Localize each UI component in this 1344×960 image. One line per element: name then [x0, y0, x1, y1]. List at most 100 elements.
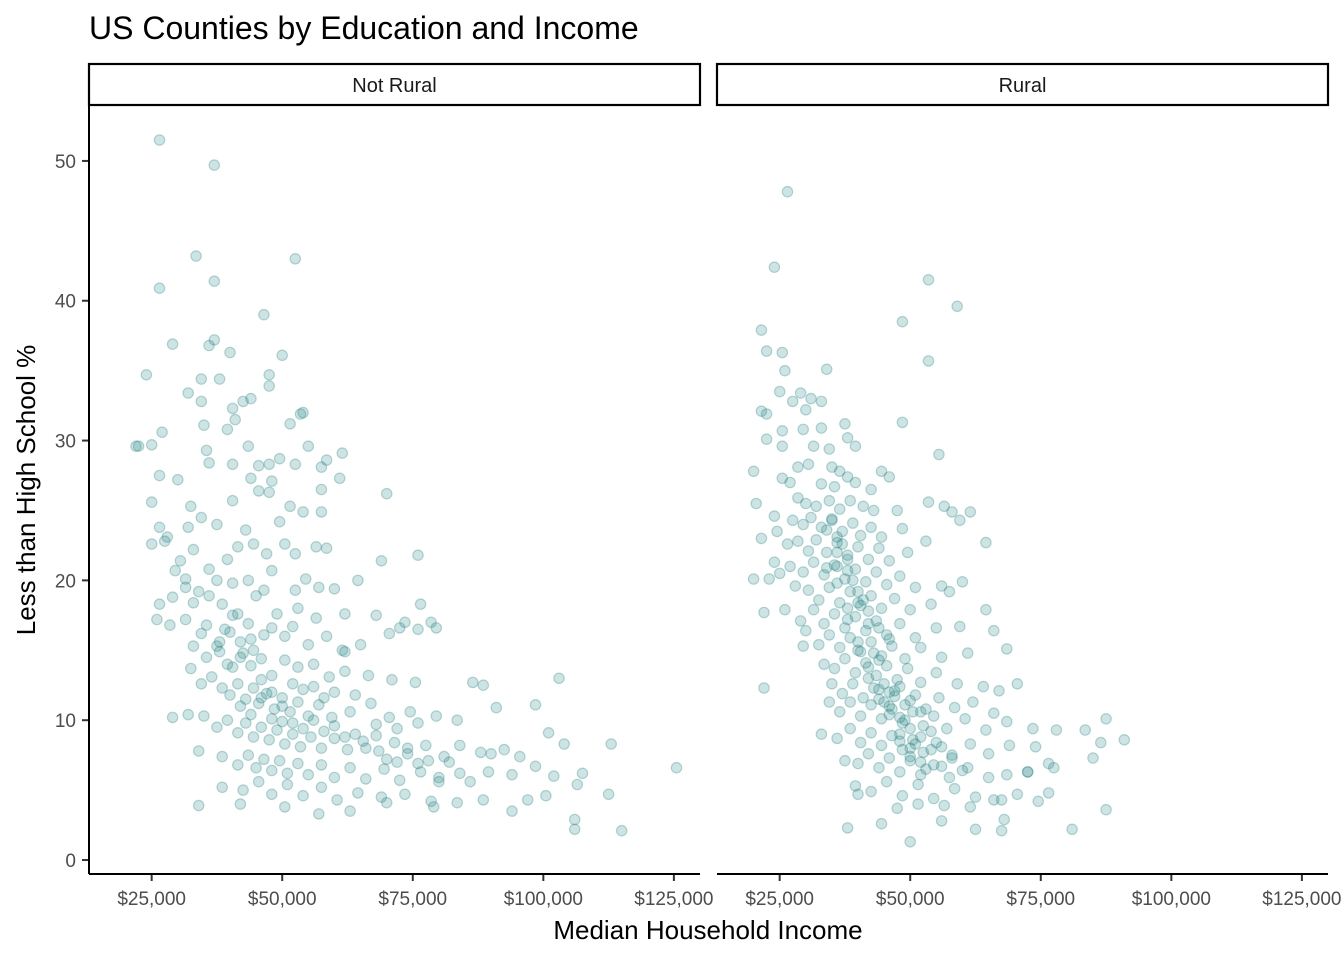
scatter-point	[325, 711, 338, 724]
scatter-point	[198, 710, 210, 722]
scatter-point	[792, 461, 804, 473]
scatter-point	[841, 549, 854, 561]
scatter-point	[278, 654, 291, 666]
scatter-point	[339, 645, 351, 658]
scatter-point	[854, 599, 867, 612]
scatter-point	[203, 589, 215, 602]
scatter-point	[307, 680, 320, 693]
scatter-point	[401, 747, 414, 760]
scatter-point	[250, 761, 262, 774]
scatter-point	[893, 570, 906, 582]
scatter-point	[312, 581, 325, 594]
scatter-point	[933, 448, 945, 461]
scatter-point	[433, 771, 445, 784]
scatter-point	[318, 725, 330, 738]
scatter-point	[412, 717, 424, 729]
scatter-point	[232, 540, 244, 553]
scatter-point	[1029, 740, 1042, 753]
scatter-point	[823, 494, 836, 507]
scatter-point	[211, 721, 223, 733]
scatter-point	[255, 721, 268, 733]
scatter-point	[278, 738, 291, 750]
scatter-point	[315, 483, 328, 496]
scatter-point	[867, 647, 880, 659]
scatter-point	[482, 766, 495, 778]
scatter-point	[880, 775, 893, 788]
scatter-point	[208, 275, 221, 287]
scatter-point	[529, 698, 542, 711]
scatter-point	[302, 710, 315, 722]
scatter-point	[956, 764, 969, 777]
scatter-point	[477, 679, 490, 691]
scatter-point	[242, 749, 255, 761]
scatter-point	[568, 813, 581, 826]
scatter-point	[758, 682, 770, 694]
scatter-point	[833, 465, 846, 478]
scatter-point	[854, 529, 867, 542]
scatter-point	[951, 677, 963, 690]
scatter-point	[1050, 724, 1063, 736]
scatter-point	[412, 549, 424, 561]
scatter-point	[841, 613, 854, 626]
scatter-point	[506, 805, 518, 817]
scatter-point	[292, 602, 304, 615]
scatter-point	[943, 771, 956, 784]
scatter-point	[252, 697, 265, 710]
scatter-point	[224, 626, 236, 638]
scatter-point	[242, 617, 255, 630]
scatter-point	[409, 676, 422, 689]
y-tick-label: 30	[55, 432, 76, 453]
scatter-point	[959, 712, 971, 725]
scatter-point	[153, 521, 166, 534]
scatter-point	[846, 517, 859, 529]
scatter-point	[904, 742, 916, 754]
scatter-point	[1011, 788, 1024, 801]
scatter-point	[823, 629, 836, 641]
scatter-point	[490, 701, 503, 714]
scatter-point	[909, 689, 922, 701]
scatter-point	[263, 458, 275, 471]
scatter-point	[297, 789, 309, 802]
scatter-point	[226, 609, 239, 622]
scatter-point	[865, 483, 877, 496]
scatter-point	[836, 525, 849, 538]
scatter-point	[781, 538, 794, 550]
scatter-point	[828, 559, 841, 571]
scatter-point	[166, 711, 179, 724]
scatter-point	[899, 698, 911, 711]
scatter-point	[839, 652, 851, 665]
scatter-point	[852, 636, 864, 648]
scatter-point	[755, 405, 768, 417]
scatter-point	[205, 671, 218, 683]
scatter-point	[823, 696, 836, 708]
scatter-point	[784, 560, 796, 573]
scatter-point	[854, 736, 867, 749]
scatter-point	[433, 775, 445, 788]
scatter-point	[930, 622, 943, 634]
scatter-point	[865, 521, 877, 534]
scatter-point	[166, 338, 179, 350]
scatter-point	[187, 640, 200, 652]
scatter-point	[886, 703, 898, 715]
y-ticks: 0 10 20 30 40 50	[55, 152, 89, 872]
scatter-point	[161, 531, 174, 543]
scatter-point	[909, 631, 922, 644]
scatter-point	[336, 447, 349, 459]
scatter-point	[145, 496, 158, 508]
scatter-point	[393, 622, 406, 634]
scatter-point	[232, 726, 244, 739]
scatter-point	[305, 731, 317, 743]
scatter-point	[873, 761, 885, 774]
scatter-point	[328, 771, 341, 784]
scatter-point	[331, 794, 343, 806]
scatter-point	[815, 422, 828, 434]
scatter-point	[292, 661, 304, 673]
scatter-point	[312, 808, 325, 820]
scatter-point	[899, 714, 911, 726]
scatter-point	[370, 729, 382, 742]
scatter-point	[904, 722, 916, 735]
scatter-point	[213, 645, 226, 658]
scatter-point	[951, 300, 963, 313]
scatter-point	[380, 487, 393, 500]
scatter-point	[234, 636, 247, 648]
